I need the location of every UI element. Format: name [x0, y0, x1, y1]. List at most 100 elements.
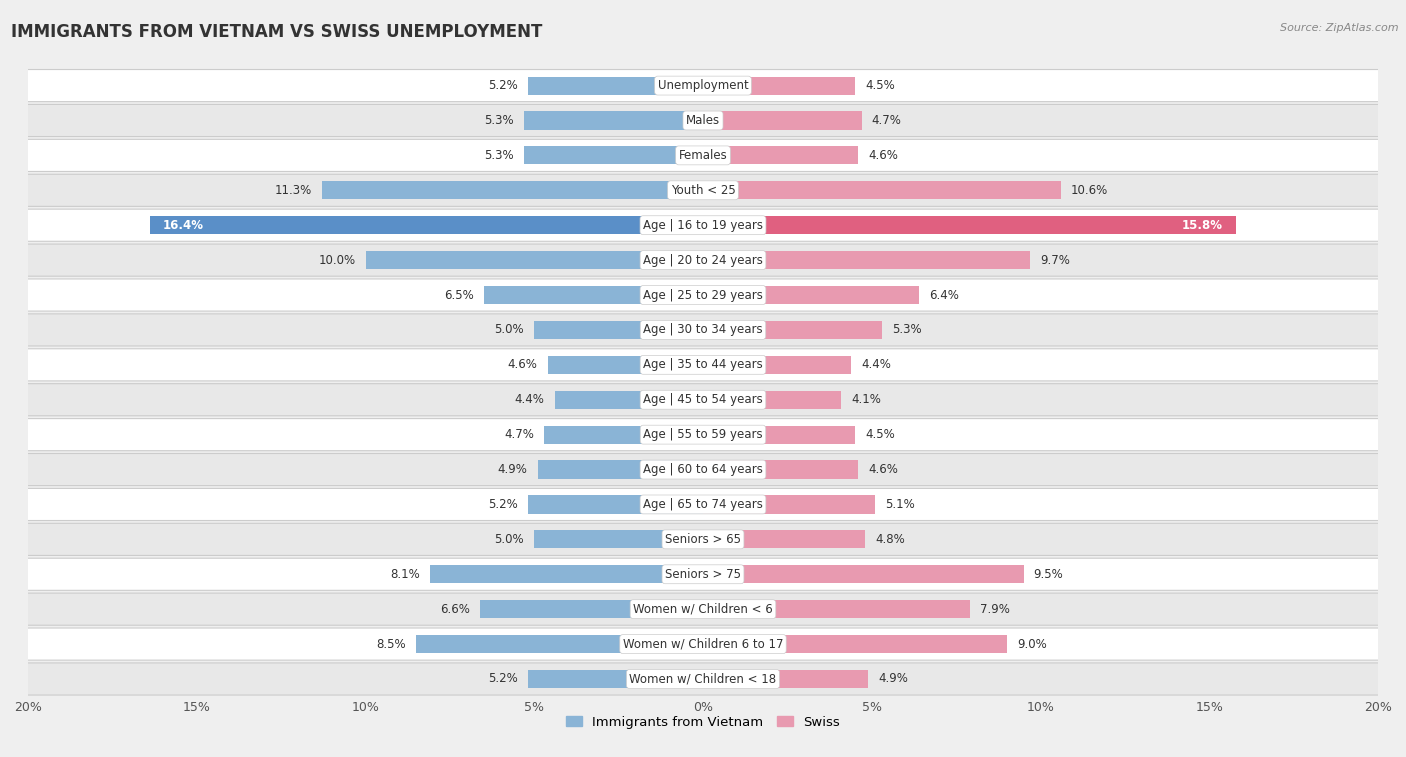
- Text: Source: ZipAtlas.com: Source: ZipAtlas.com: [1281, 23, 1399, 33]
- Bar: [703, 76, 855, 95]
- Bar: [703, 356, 852, 374]
- Text: Age | 45 to 54 years: Age | 45 to 54 years: [643, 393, 763, 407]
- Bar: [322, 181, 703, 199]
- Text: 4.5%: 4.5%: [865, 428, 894, 441]
- Text: 5.3%: 5.3%: [891, 323, 921, 336]
- Text: 16.4%: 16.4%: [163, 219, 204, 232]
- FancyBboxPatch shape: [18, 558, 1388, 590]
- Text: Youth < 25: Youth < 25: [671, 184, 735, 197]
- FancyBboxPatch shape: [18, 663, 1388, 695]
- Text: 6.6%: 6.6%: [440, 603, 470, 615]
- Text: 9.0%: 9.0%: [1017, 637, 1046, 650]
- Text: Age | 20 to 24 years: Age | 20 to 24 years: [643, 254, 763, 266]
- FancyBboxPatch shape: [18, 419, 1388, 450]
- FancyBboxPatch shape: [18, 349, 1388, 381]
- Bar: [524, 111, 703, 129]
- Legend: Immigrants from Vietnam, Swiss: Immigrants from Vietnam, Swiss: [561, 710, 845, 734]
- Text: Females: Females: [679, 149, 727, 162]
- Bar: [537, 460, 703, 478]
- Text: Age | 30 to 34 years: Age | 30 to 34 years: [643, 323, 763, 336]
- Bar: [703, 600, 970, 618]
- FancyBboxPatch shape: [18, 488, 1388, 521]
- Text: 9.7%: 9.7%: [1040, 254, 1070, 266]
- FancyBboxPatch shape: [18, 244, 1388, 276]
- Text: IMMIGRANTS FROM VIETNAM VS SWISS UNEMPLOYMENT: IMMIGRANTS FROM VIETNAM VS SWISS UNEMPLO…: [11, 23, 543, 41]
- FancyBboxPatch shape: [18, 104, 1388, 136]
- FancyBboxPatch shape: [18, 174, 1388, 207]
- Text: Males: Males: [686, 114, 720, 127]
- Bar: [366, 251, 703, 269]
- Bar: [430, 565, 703, 584]
- Text: 4.6%: 4.6%: [869, 463, 898, 476]
- Text: 4.7%: 4.7%: [505, 428, 534, 441]
- Bar: [703, 146, 858, 164]
- FancyBboxPatch shape: [18, 139, 1388, 171]
- Bar: [703, 670, 869, 688]
- FancyBboxPatch shape: [18, 523, 1388, 556]
- Bar: [484, 286, 703, 304]
- Bar: [524, 146, 703, 164]
- FancyBboxPatch shape: [18, 593, 1388, 625]
- Text: 4.4%: 4.4%: [862, 358, 891, 372]
- Text: 6.4%: 6.4%: [929, 288, 959, 301]
- Text: 4.6%: 4.6%: [869, 149, 898, 162]
- Bar: [534, 531, 703, 548]
- FancyBboxPatch shape: [18, 384, 1388, 416]
- Bar: [554, 391, 703, 409]
- Bar: [703, 635, 1007, 653]
- Bar: [703, 425, 855, 444]
- Bar: [481, 600, 703, 618]
- Text: Seniors > 75: Seniors > 75: [665, 568, 741, 581]
- Bar: [548, 356, 703, 374]
- Bar: [703, 565, 1024, 584]
- Text: Seniors > 65: Seniors > 65: [665, 533, 741, 546]
- Bar: [703, 321, 882, 339]
- Bar: [703, 531, 865, 548]
- Text: 9.5%: 9.5%: [1033, 568, 1063, 581]
- Text: 4.4%: 4.4%: [515, 393, 544, 407]
- Text: 5.2%: 5.2%: [488, 79, 517, 92]
- Bar: [149, 217, 703, 234]
- Text: Women w/ Children < 18: Women w/ Children < 18: [630, 672, 776, 686]
- Bar: [703, 391, 841, 409]
- Text: Age | 60 to 64 years: Age | 60 to 64 years: [643, 463, 763, 476]
- Bar: [534, 321, 703, 339]
- Text: Age | 35 to 44 years: Age | 35 to 44 years: [643, 358, 763, 372]
- Text: 5.3%: 5.3%: [485, 149, 515, 162]
- FancyBboxPatch shape: [18, 628, 1388, 660]
- Text: Age | 65 to 74 years: Age | 65 to 74 years: [643, 498, 763, 511]
- Text: Age | 55 to 59 years: Age | 55 to 59 years: [643, 428, 763, 441]
- FancyBboxPatch shape: [18, 279, 1388, 311]
- Text: 4.9%: 4.9%: [879, 672, 908, 686]
- Bar: [527, 495, 703, 513]
- Text: 4.6%: 4.6%: [508, 358, 537, 372]
- Text: Age | 16 to 19 years: Age | 16 to 19 years: [643, 219, 763, 232]
- Bar: [703, 286, 920, 304]
- Text: 5.0%: 5.0%: [495, 323, 524, 336]
- Text: 4.9%: 4.9%: [498, 463, 527, 476]
- FancyBboxPatch shape: [18, 70, 1388, 101]
- Bar: [703, 251, 1031, 269]
- Text: 8.5%: 8.5%: [377, 637, 406, 650]
- Text: 5.3%: 5.3%: [485, 114, 515, 127]
- Text: 11.3%: 11.3%: [274, 184, 312, 197]
- Text: 6.5%: 6.5%: [444, 288, 474, 301]
- FancyBboxPatch shape: [18, 314, 1388, 346]
- Bar: [416, 635, 703, 653]
- Text: Age | 25 to 29 years: Age | 25 to 29 years: [643, 288, 763, 301]
- Text: 4.1%: 4.1%: [852, 393, 882, 407]
- Bar: [703, 111, 862, 129]
- Bar: [544, 425, 703, 444]
- Text: 4.8%: 4.8%: [875, 533, 905, 546]
- Bar: [703, 460, 858, 478]
- Text: 5.2%: 5.2%: [488, 498, 517, 511]
- FancyBboxPatch shape: [18, 209, 1388, 241]
- Bar: [703, 495, 875, 513]
- Text: 5.0%: 5.0%: [495, 533, 524, 546]
- Bar: [703, 217, 1236, 234]
- Text: 10.6%: 10.6%: [1071, 184, 1108, 197]
- FancyBboxPatch shape: [18, 453, 1388, 485]
- Text: 5.1%: 5.1%: [886, 498, 915, 511]
- Text: 15.8%: 15.8%: [1181, 219, 1223, 232]
- Bar: [703, 181, 1060, 199]
